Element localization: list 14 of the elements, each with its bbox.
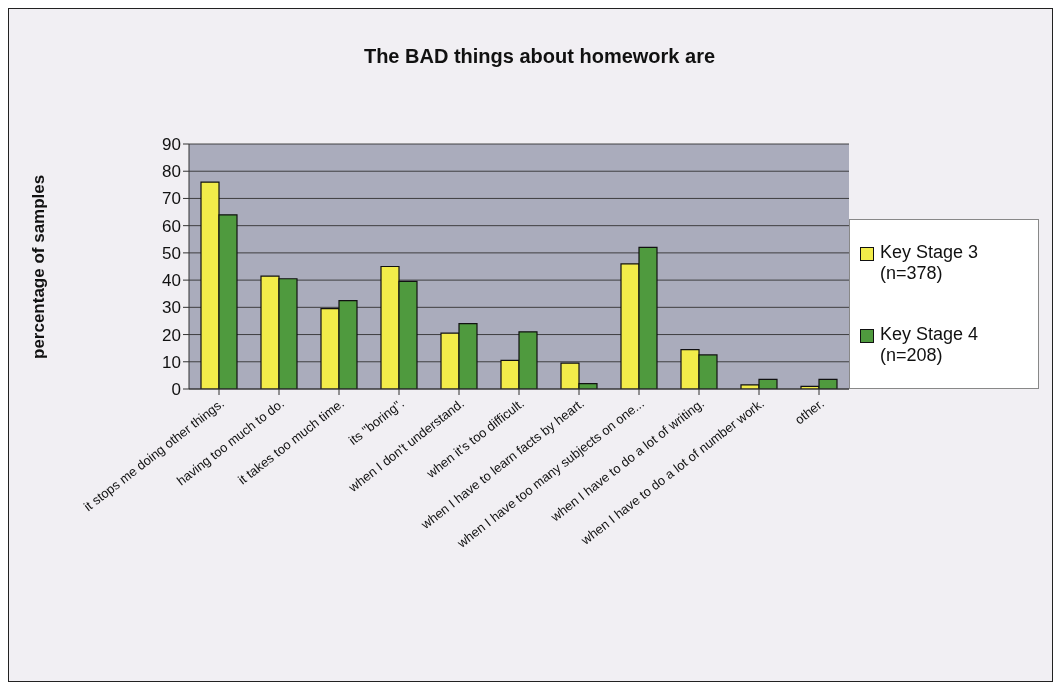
y-tick-label: 80: [162, 162, 181, 182]
y-tick-label: 10: [162, 352, 181, 372]
legend-label: Key Stage 4 (n=208): [880, 324, 980, 366]
y-tick-label: 90: [162, 135, 181, 155]
y-axis-title: percentage of samples: [29, 174, 49, 359]
y-tick-label: 50: [162, 243, 181, 263]
y-tick-label: 0: [171, 380, 181, 400]
y-tick-label: 60: [162, 216, 181, 236]
legend-label: Key Stage 3 (n=378): [880, 242, 980, 284]
y-tick-label: 20: [162, 325, 181, 345]
y-tick-label: 40: [162, 271, 181, 291]
y-tick-label: 30: [162, 298, 181, 318]
y-tick-label: 70: [162, 189, 181, 209]
chart-title: The BAD things about homework are: [362, 45, 717, 68]
